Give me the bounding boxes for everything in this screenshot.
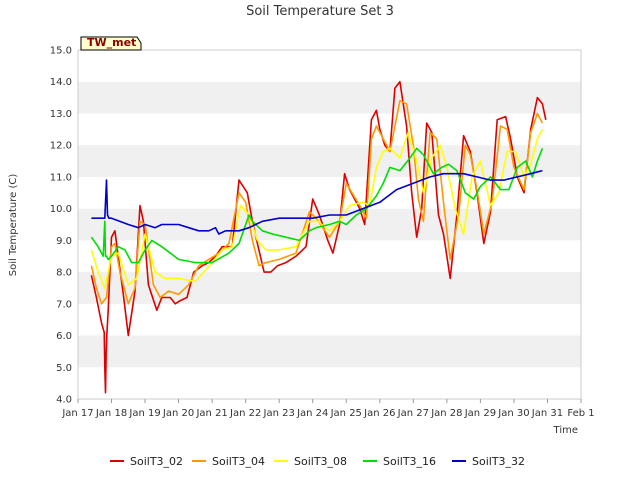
y-tick-label: 6.0 [56, 331, 72, 342]
y-axis-label: Soil Temperature (C) [8, 174, 19, 277]
y-tick-label: 15.0 [50, 46, 72, 57]
x-tick-label: Jan 20 [162, 408, 194, 419]
chart-title: Soil Temperature Set 3 [246, 4, 394, 19]
grid-band [78, 303, 581, 336]
grid-band [78, 335, 581, 368]
grid-band [78, 81, 581, 114]
x-tick-label: Jan 22 [229, 408, 261, 419]
y-tick-label: 11.0 [50, 172, 72, 183]
legend-label: SoilT3_08 [294, 455, 347, 468]
legend-item-soilt3-02: SoilT3_02 [110, 455, 183, 468]
series-line-soilt3-08 [90, 128, 544, 289]
legend-item-soilt3-04: SoilT3_04 [192, 455, 265, 468]
x-tick-label: Jan 27 [397, 408, 429, 419]
y-tick-label: 8.0 [56, 268, 72, 279]
plot-frame [77, 49, 582, 400]
x-tick-label: Feb 1 [567, 408, 594, 419]
y-tick-label: 13.0 [50, 109, 72, 120]
y-axis-ticks: 4.0 5.0 6.0 7.0 8.0 9.0 10.0 11.0 12.0 13.0 14.0 15… [50, 46, 72, 406]
legend-item-soilt3-32: SoilT3_32 [452, 455, 525, 468]
legend-label: SoilT3_02 [130, 455, 183, 468]
plot-background-bands [78, 50, 581, 399]
x-tick-label: Jan 17 [61, 408, 93, 419]
legend-item-soilt3-16: SoilT3_16 [363, 455, 436, 468]
x-tick-label: Jan 31 [531, 408, 563, 419]
x-tick-label: Jan 19 [128, 408, 160, 419]
series-line-soilt3-16 [90, 147, 544, 264]
legend: SoilT3_02 SoilT3_04 SoilT3_08 SoilT3_16 Soil… [110, 455, 525, 468]
y-tick-label: 10.0 [50, 204, 72, 215]
x-tick-label: Jan 21 [195, 408, 227, 419]
x-tick-label: Jan 23 [263, 408, 295, 419]
grid-band [78, 50, 581, 82]
legend-label: SoilT3_16 [383, 455, 436, 468]
y-tick-label: 4.0 [56, 395, 72, 406]
x-tick-label: Jan 28 [430, 408, 462, 419]
badge-label: TW_met [87, 36, 136, 49]
tw-met-badge: TW_met [80, 36, 142, 51]
y-tick-label: 7.0 [56, 299, 72, 310]
x-tick-label: Jan 25 [330, 408, 362, 419]
x-tick-label: Jan 18 [95, 408, 127, 419]
grid-band [78, 176, 581, 209]
badge-box [80, 36, 142, 51]
x-tick-label: Jan 24 [296, 408, 328, 419]
x-tick-label: Jan 30 [497, 408, 529, 419]
legend-item-soilt3-08: SoilT3_08 [274, 455, 347, 468]
x-tick-label: Jan 26 [363, 408, 395, 419]
y-tick-label: 9.0 [56, 236, 72, 247]
y-tick-label: 12.0 [50, 141, 72, 152]
series-lines [90, 80, 547, 394]
legend-label: SoilT3_04 [212, 455, 265, 468]
series-line-soilt3-32 [91, 169, 543, 235]
x-tick-label: Jan 29 [464, 408, 496, 419]
y-tick-label: 14.0 [50, 77, 72, 88]
series-line-soilt3-04 [90, 100, 544, 305]
x-axis-ticks: Jan 17 Jan 18 Jan 19 Jan 20 Jan 21 Jan 22 Jan … [61, 399, 595, 419]
grid-band [78, 367, 581, 399]
legend-label: SoilT3_32 [472, 455, 525, 468]
y-tick-label: 5.0 [56, 363, 72, 374]
x-axis-label: Time [553, 425, 578, 436]
